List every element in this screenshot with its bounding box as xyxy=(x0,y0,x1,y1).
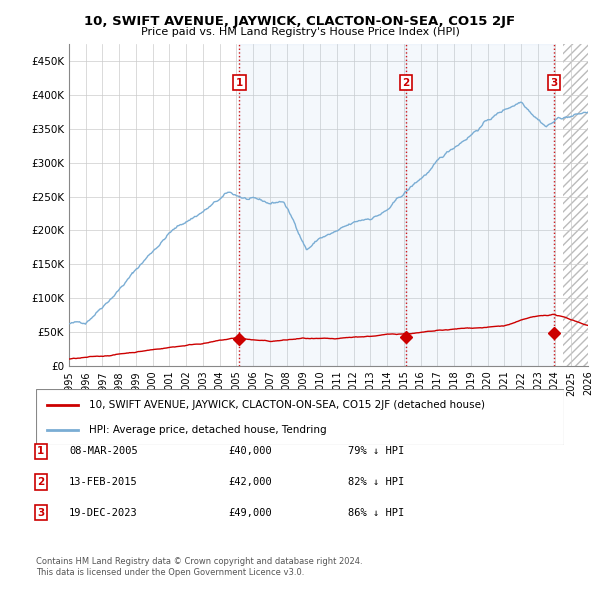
Text: 1: 1 xyxy=(37,447,44,456)
Text: 1: 1 xyxy=(236,78,243,88)
Text: Contains HM Land Registry data © Crown copyright and database right 2024.: Contains HM Land Registry data © Crown c… xyxy=(36,557,362,566)
Text: 3: 3 xyxy=(550,78,557,88)
Text: 2: 2 xyxy=(37,477,44,487)
Bar xyxy=(563,44,588,366)
Text: 3: 3 xyxy=(37,508,44,517)
Text: £49,000: £49,000 xyxy=(228,508,272,517)
Text: £42,000: £42,000 xyxy=(228,477,272,487)
Text: 13-FEB-2015: 13-FEB-2015 xyxy=(69,477,138,487)
Text: 2: 2 xyxy=(402,78,409,88)
FancyBboxPatch shape xyxy=(36,389,564,445)
Text: 08-MAR-2005: 08-MAR-2005 xyxy=(69,447,138,456)
Text: 79% ↓ HPI: 79% ↓ HPI xyxy=(348,447,404,456)
Text: Price paid vs. HM Land Registry's House Price Index (HPI): Price paid vs. HM Land Registry's House … xyxy=(140,27,460,37)
Text: This data is licensed under the Open Government Licence v3.0.: This data is licensed under the Open Gov… xyxy=(36,568,304,577)
Text: 19-DEC-2023: 19-DEC-2023 xyxy=(69,508,138,517)
Text: 86% ↓ HPI: 86% ↓ HPI xyxy=(348,508,404,517)
Text: 10, SWIFT AVENUE, JAYWICK, CLACTON-ON-SEA, CO15 2JF: 10, SWIFT AVENUE, JAYWICK, CLACTON-ON-SE… xyxy=(85,15,515,28)
Bar xyxy=(406,44,554,366)
Text: £40,000: £40,000 xyxy=(228,447,272,456)
Text: 10, SWIFT AVENUE, JAYWICK, CLACTON-ON-SEA, CO15 2JF (detached house): 10, SWIFT AVENUE, JAYWICK, CLACTON-ON-SE… xyxy=(89,400,485,410)
Text: 82% ↓ HPI: 82% ↓ HPI xyxy=(348,477,404,487)
Text: HPI: Average price, detached house, Tendring: HPI: Average price, detached house, Tend… xyxy=(89,425,326,435)
Bar xyxy=(239,44,406,366)
